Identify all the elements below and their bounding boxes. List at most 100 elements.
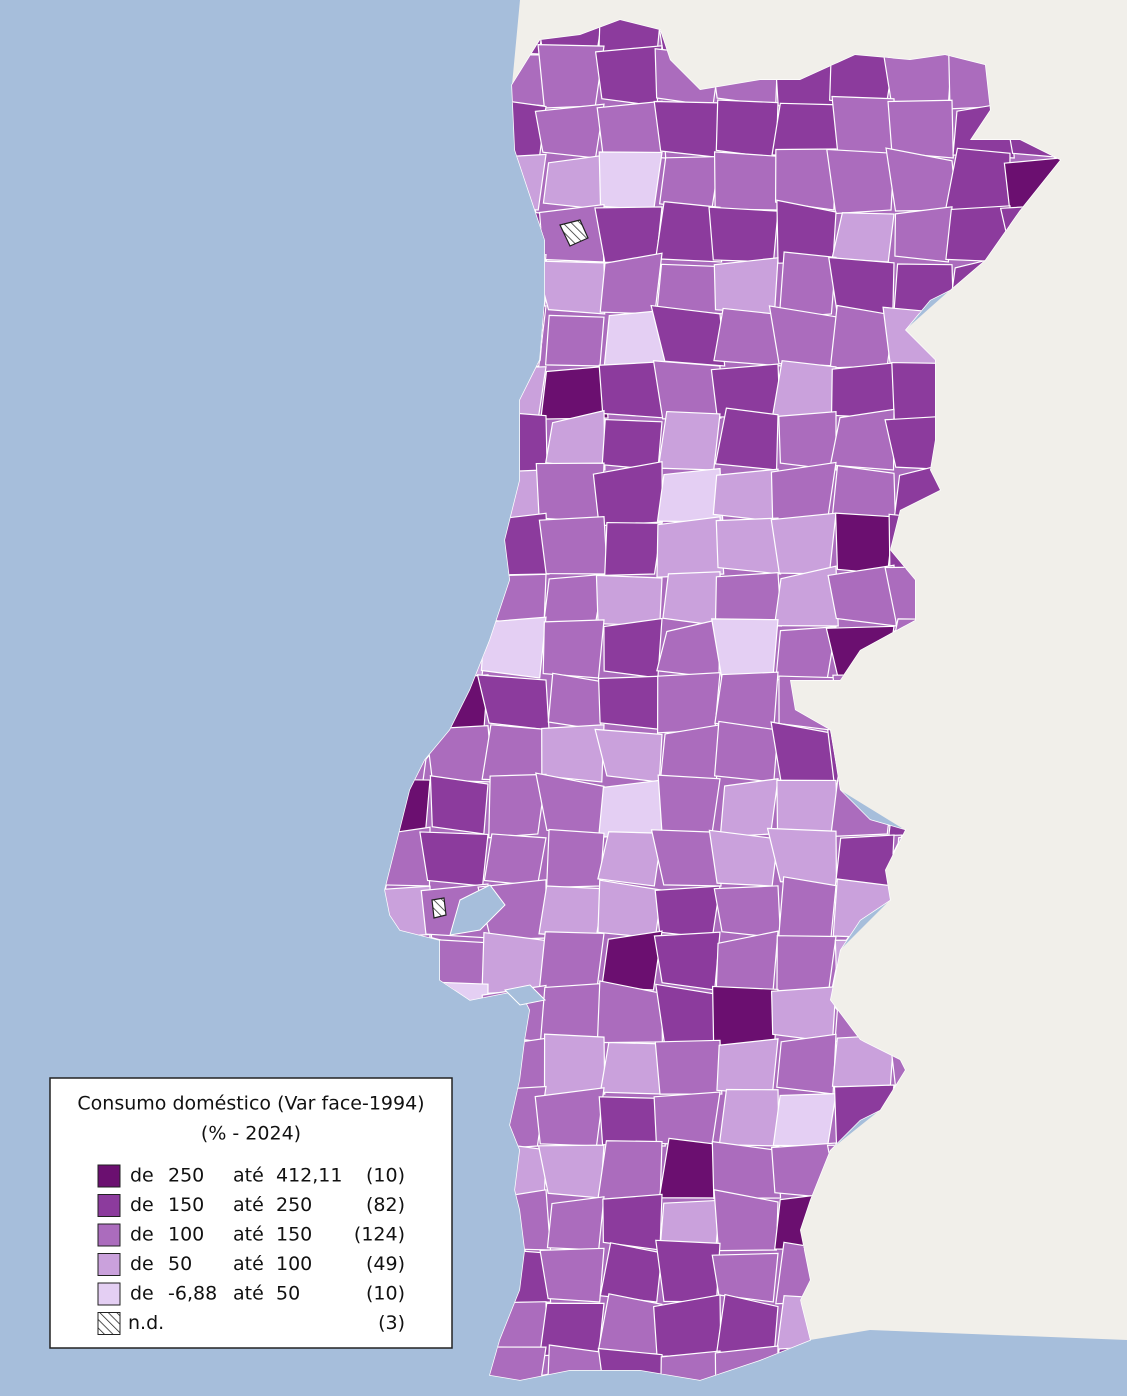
municipality	[483, 1346, 547, 1380]
municipality	[776, 1033, 837, 1095]
municipality	[714, 407, 779, 471]
municipality	[708, 206, 779, 263]
estuaries	[449, 884, 547, 1006]
legend-rows: de 250 até 412,11 (10) de 150 até 250 (82) de 100 at…	[97, 1164, 405, 1335]
municipality	[544, 314, 605, 367]
municipality	[597, 779, 666, 838]
municipality	[488, 773, 547, 839]
municipality	[774, 148, 837, 211]
municipality	[483, 833, 547, 887]
legend-to: 250	[276, 1194, 312, 1216]
municipality	[777, 876, 837, 940]
legend-to: 150	[276, 1224, 312, 1246]
municipality	[713, 151, 779, 211]
municipality	[715, 517, 782, 575]
municipality-nd	[431, 897, 447, 919]
municipality	[598, 1096, 666, 1147]
legend-to-word: até	[233, 1224, 264, 1246]
municipality	[710, 363, 781, 419]
municipality	[653, 931, 721, 991]
legend-swatch	[97, 1282, 121, 1306]
municipality	[601, 930, 663, 991]
legend-nd-count: (3)	[378, 1312, 405, 1334]
municipality	[713, 885, 782, 939]
legend-to: 412,11	[276, 1165, 342, 1187]
municipality	[537, 43, 605, 109]
municipality	[772, 1093, 837, 1147]
municipality	[655, 983, 721, 1045]
legend-subtitle: (% - 2024)	[201, 1123, 301, 1145]
legend: Consumo doméstico (Var face-1994) (% - 2…	[49, 1077, 453, 1349]
municipality	[538, 516, 608, 575]
legend-nd: n.d.	[128, 1312, 164, 1334]
municipality	[543, 1033, 606, 1097]
municipality	[887, 99, 954, 159]
legend-to-word: até	[233, 1253, 264, 1275]
legend-from: 50	[168, 1253, 192, 1275]
municipality	[650, 304, 726, 367]
legend-from-word: de	[130, 1283, 154, 1305]
municipality	[770, 512, 837, 575]
municipality	[650, 829, 722, 887]
municipality	[771, 360, 837, 420]
municipality	[894, 206, 953, 263]
municipality	[592, 460, 663, 527]
municipality	[594, 206, 663, 263]
municipality	[776, 779, 839, 835]
legend-from-word: de	[130, 1253, 154, 1275]
municipality	[776, 935, 837, 993]
municipality	[542, 154, 608, 211]
municipality	[538, 885, 605, 939]
municipality	[658, 1137, 721, 1199]
municipality	[547, 672, 605, 731]
municipality	[601, 418, 663, 471]
municipality	[419, 831, 489, 887]
municipality	[662, 571, 722, 627]
municipality	[654, 200, 723, 263]
legend-from-word: de	[130, 1194, 154, 1216]
municipality	[603, 617, 663, 679]
municipality	[712, 468, 782, 523]
municipality	[429, 775, 489, 835]
municipality	[656, 263, 725, 315]
municipality	[537, 1144, 605, 1199]
municipality	[541, 724, 605, 783]
legend-swatch	[97, 1194, 121, 1217]
municipality	[534, 103, 605, 159]
municipality	[594, 45, 663, 107]
municipality	[656, 516, 725, 578]
municipality	[711, 1140, 782, 1200]
municipality	[657, 410, 721, 471]
municipality	[653, 1294, 722, 1358]
municipality	[657, 774, 721, 835]
municipality	[716, 1038, 779, 1095]
legend-count: (82)	[366, 1194, 405, 1216]
municipality	[539, 1247, 605, 1303]
municipality	[538, 931, 605, 991]
municipality	[768, 305, 839, 367]
municipality	[944, 147, 1011, 211]
legend-to-word: até	[233, 1165, 264, 1187]
municipality	[595, 574, 663, 627]
municipality	[831, 212, 895, 263]
legend-count: (10)	[366, 1283, 405, 1305]
legend-to: 50	[276, 1283, 300, 1305]
municipality	[829, 408, 895, 471]
legend-from-word: de	[130, 1224, 154, 1246]
municipality	[542, 619, 605, 679]
municipality	[708, 829, 779, 887]
legend-swatch	[97, 1223, 121, 1247]
municipality	[534, 1087, 605, 1147]
municipality	[830, 362, 895, 419]
municipality	[713, 257, 779, 315]
legend-from: 250	[168, 1165, 204, 1187]
municipality	[655, 1239, 721, 1303]
municipality	[481, 931, 548, 995]
legend-to-word: até	[233, 1283, 264, 1305]
municipality	[597, 831, 663, 887]
municipality	[546, 1196, 605, 1251]
legend-count: (49)	[366, 1253, 405, 1275]
municipality	[778, 251, 837, 319]
municipality	[476, 674, 550, 731]
